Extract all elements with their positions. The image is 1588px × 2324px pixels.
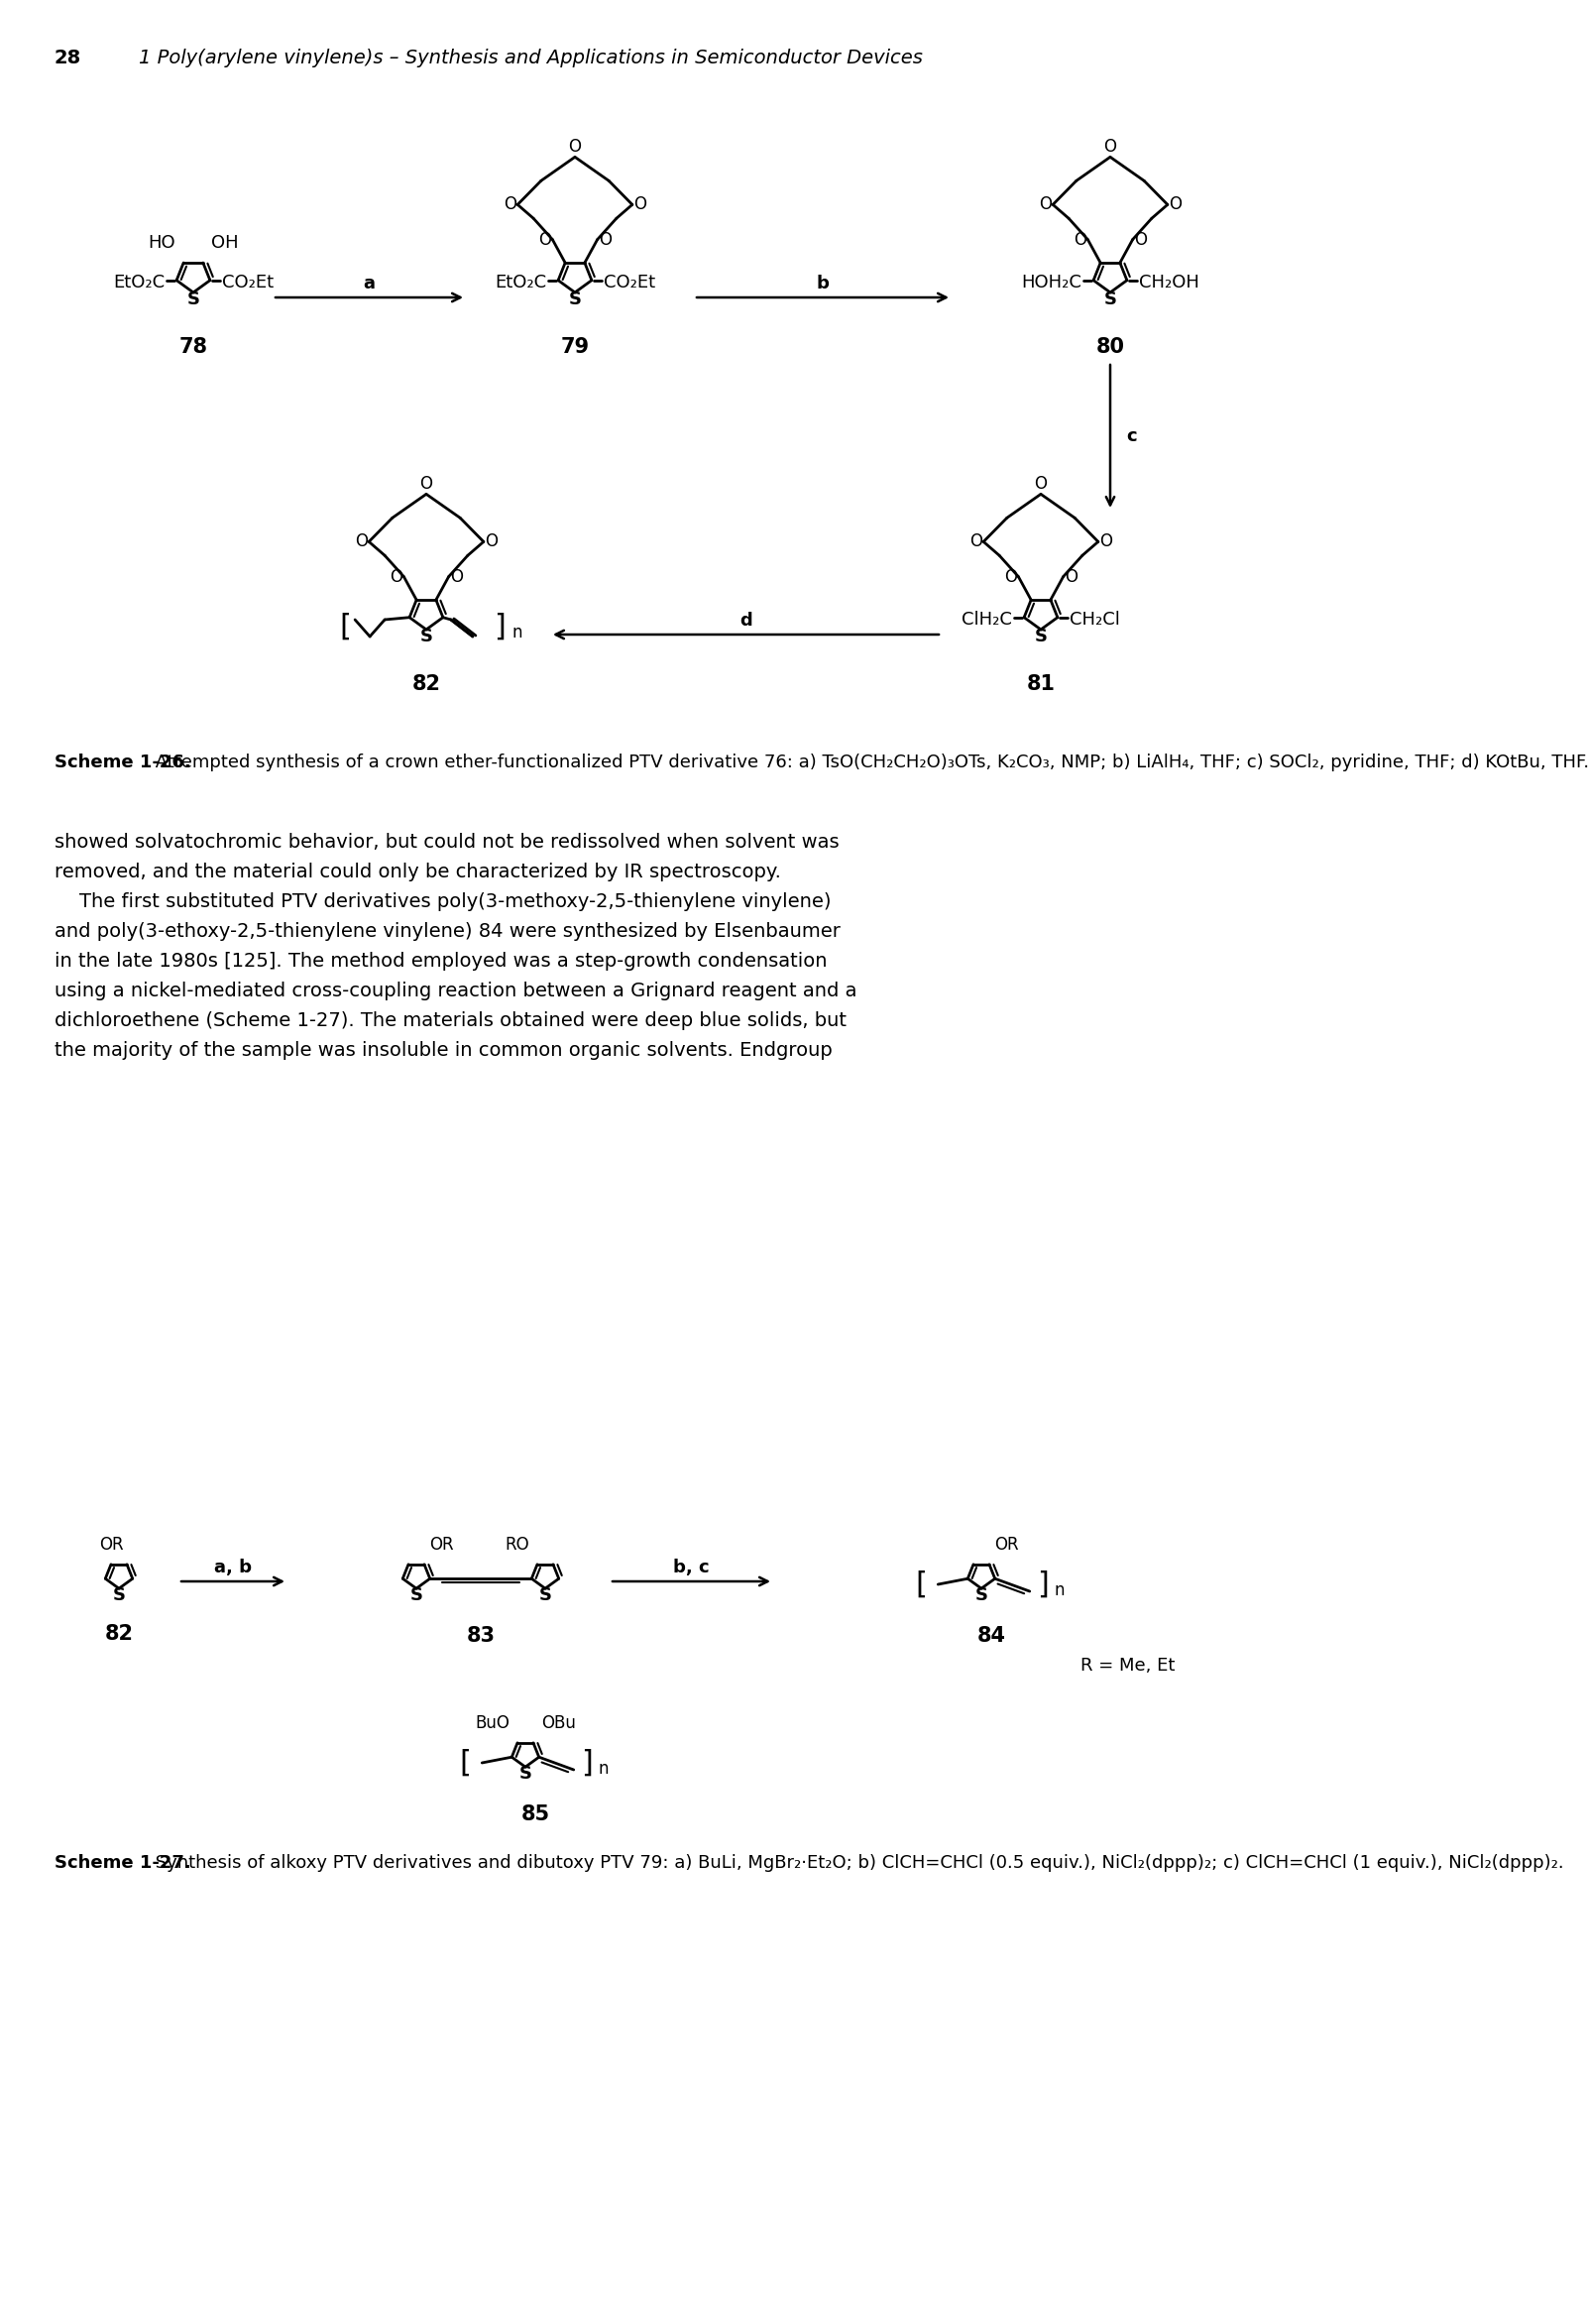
Text: S: S (187, 290, 200, 309)
Text: HOH₂C: HOH₂C (1021, 274, 1081, 290)
Text: Scheme 1-26.: Scheme 1-26. (54, 753, 191, 772)
Text: n: n (1054, 1580, 1066, 1599)
Text: S: S (113, 1587, 125, 1604)
Text: O: O (1066, 567, 1078, 586)
Text: CO₂Et: CO₂Et (603, 274, 656, 290)
Text: 85: 85 (521, 1803, 549, 1824)
Text: 82: 82 (411, 674, 440, 695)
Text: ]: ] (581, 1748, 592, 1778)
Text: 81: 81 (1026, 674, 1054, 695)
Text: n: n (513, 623, 522, 641)
Text: O: O (1104, 137, 1116, 156)
Text: O: O (1039, 195, 1051, 214)
Text: CH₂Cl: CH₂Cl (1069, 611, 1120, 627)
Text: [: [ (915, 1571, 927, 1599)
Text: EtO₂C: EtO₂C (494, 274, 546, 290)
Text: d: d (740, 611, 753, 630)
Text: a: a (364, 274, 375, 293)
Text: The first substituted PTV derivatives poly(3-methoxy-2,5-thienylene vinylene): The first substituted PTV derivatives po… (54, 892, 831, 911)
Text: OR: OR (429, 1536, 454, 1552)
Text: O: O (969, 532, 981, 551)
Text: b: b (816, 274, 829, 293)
Text: O: O (1099, 532, 1113, 551)
Text: O: O (419, 476, 432, 493)
Text: 79: 79 (561, 337, 589, 358)
Text: OR: OR (98, 1536, 124, 1552)
Text: Attempted synthesis of a crown ether-functionalized PTV derivative 76: a) TsO(CH: Attempted synthesis of a crown ether-fun… (149, 753, 1588, 772)
Text: 1 Poly(arylene vinylene)s – Synthesis and Applications in Semiconductor Devices: 1 Poly(arylene vinylene)s – Synthesis an… (138, 49, 923, 67)
Text: RO: RO (505, 1536, 529, 1552)
Text: and poly(3-ethoxy-2,5-thienylene vinylene) 84 were synthesized by Elsenbaumer: and poly(3-ethoxy-2,5-thienylene vinylen… (54, 923, 840, 941)
Text: O: O (1034, 476, 1046, 493)
Text: S: S (569, 290, 581, 309)
Text: ]: ] (1037, 1571, 1048, 1599)
Text: BuO: BuO (475, 1715, 510, 1731)
Text: O: O (484, 532, 499, 551)
Text: O: O (503, 195, 516, 214)
Text: in the late 1980s [125]. The method employed was a step-growth condensation: in the late 1980s [125]. The method empl… (54, 953, 827, 971)
Text: O: O (1134, 230, 1147, 249)
Text: O: O (1073, 230, 1086, 249)
Text: the majority of the sample was insoluble in common organic solvents. Endgroup: the majority of the sample was insoluble… (54, 1041, 832, 1060)
Text: 83: 83 (467, 1627, 495, 1645)
Text: HO: HO (148, 235, 176, 251)
Text: S: S (519, 1764, 532, 1783)
Text: O: O (389, 567, 402, 586)
Text: [: [ (459, 1748, 472, 1778)
Text: R = Me, Et: R = Me, Et (1080, 1657, 1175, 1676)
Text: ]: ] (494, 611, 505, 641)
Text: using a nickel-mediated cross-coupling reaction between a Grignard reagent and a: using a nickel-mediated cross-coupling r… (54, 981, 858, 999)
Text: 80: 80 (1096, 337, 1124, 358)
Text: O: O (1169, 195, 1181, 214)
Text: EtO₂C: EtO₂C (113, 274, 165, 290)
Text: CH₂OH: CH₂OH (1139, 274, 1199, 290)
Text: OH: OH (211, 235, 238, 251)
Text: O: O (449, 567, 464, 586)
Text: a, b: a, b (214, 1559, 252, 1576)
Text: O: O (599, 230, 611, 249)
Text: 84: 84 (977, 1627, 1005, 1645)
Text: O: O (1004, 567, 1016, 586)
Text: OBu: OBu (542, 1715, 576, 1731)
Text: 82: 82 (105, 1624, 133, 1643)
Text: 78: 78 (179, 337, 208, 358)
Text: Scheme 1-27.: Scheme 1-27. (54, 1855, 191, 1871)
Text: S: S (410, 1587, 422, 1604)
Text: b, c: b, c (673, 1559, 710, 1576)
Text: S: S (1034, 627, 1046, 646)
Text: ClH₂C: ClH₂C (962, 611, 1012, 627)
Text: S: S (538, 1587, 551, 1604)
Text: S: S (419, 627, 432, 646)
Text: O: O (538, 230, 551, 249)
Text: removed, and the material could only be characterized by IR spectroscopy.: removed, and the material could only be … (54, 862, 781, 881)
Text: O: O (634, 195, 646, 214)
Text: showed solvatochromic behavior, but could not be redissolved when solvent was: showed solvatochromic behavior, but coul… (54, 832, 838, 851)
Text: OR: OR (994, 1536, 1018, 1552)
Text: Synthesis of alkoxy PTV derivatives and dibutoxy PTV 79: a) BuLi, MgBr₂·Et₂O; b): Synthesis of alkoxy PTV derivatives and … (149, 1855, 1564, 1871)
Text: S: S (975, 1587, 988, 1604)
Text: c: c (1126, 428, 1137, 446)
Text: CO₂Et: CO₂Et (222, 274, 273, 290)
Text: S: S (1104, 290, 1116, 309)
Text: O: O (354, 532, 367, 551)
Text: dichloroethene (Scheme 1-27). The materials obtained were deep blue solids, but: dichloroethene (Scheme 1-27). The materi… (54, 1011, 846, 1030)
Text: n: n (599, 1759, 608, 1778)
Text: [: [ (340, 611, 351, 641)
Text: 28: 28 (54, 49, 81, 67)
Text: O: O (569, 137, 581, 156)
